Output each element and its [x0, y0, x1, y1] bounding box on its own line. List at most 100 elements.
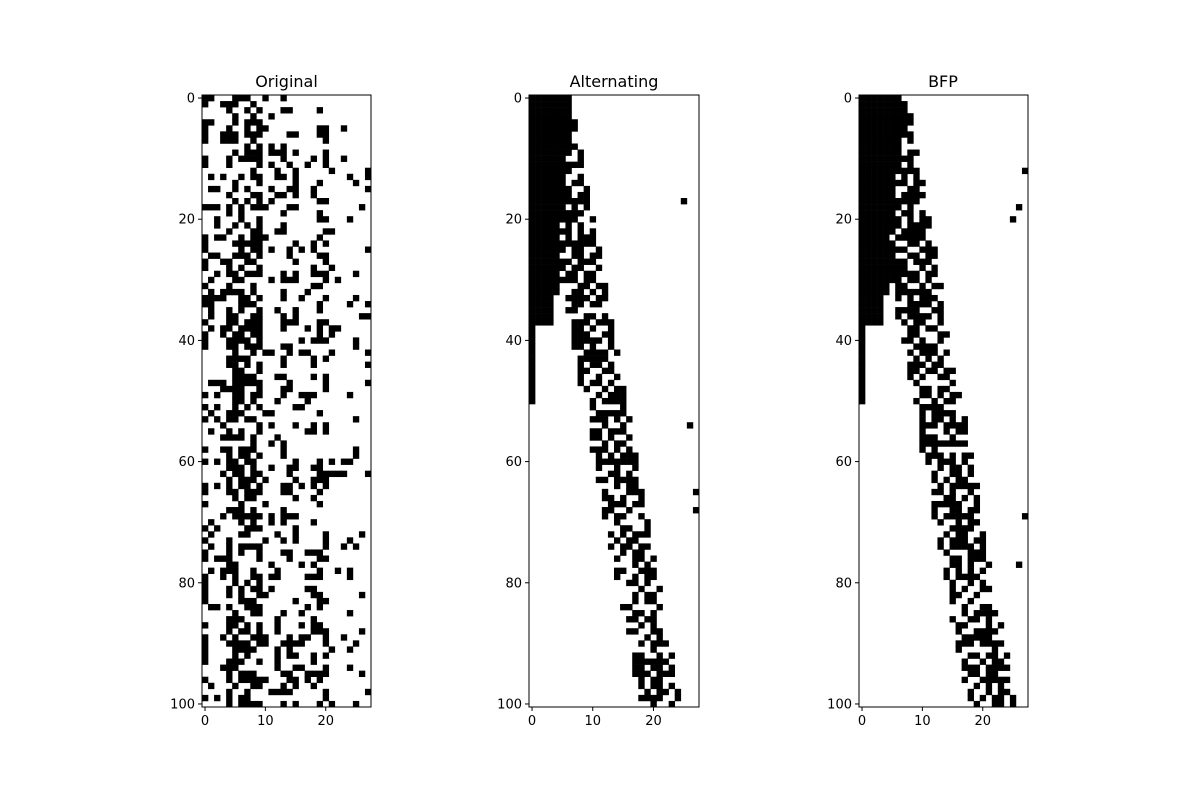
heatmap-cell — [274, 373, 281, 381]
heatmap-cell — [553, 204, 560, 211]
heatmap-cell — [274, 228, 281, 235]
heatmap-cell — [232, 458, 239, 465]
heatmap-cell — [304, 161, 311, 169]
heatmap-cell — [322, 161, 330, 169]
heatmap-cell — [919, 349, 926, 356]
heatmap-cell — [226, 385, 233, 393]
heatmap-cell — [644, 543, 651, 550]
heatmap-cell — [256, 391, 263, 399]
heatmap-cell — [961, 543, 968, 550]
heatmap-cell — [232, 397, 239, 405]
heatmap-cell — [937, 355, 944, 362]
heatmap-cell — [250, 137, 257, 144]
heatmap-cell — [298, 391, 305, 399]
heatmap-cell — [925, 313, 932, 320]
heatmap-cell — [907, 131, 914, 138]
heatmap-cell — [232, 470, 239, 478]
heatmap-cell — [614, 416, 621, 423]
heatmap-cell — [322, 664, 330, 671]
heatmap-cell — [220, 325, 227, 332]
heatmap-cell — [907, 331, 914, 338]
heatmap-cell — [871, 307, 878, 314]
heatmap-cell — [931, 440, 938, 447]
heatmap-cell — [298, 561, 305, 568]
heatmap-cell — [256, 125, 263, 132]
heatmap-cell — [949, 440, 956, 447]
heatmap-cell — [559, 258, 566, 265]
heatmap-cell — [304, 603, 311, 611]
heatmap-cell — [310, 482, 317, 490]
heatmap-cell — [859, 119, 866, 126]
heatmap-cell — [268, 149, 275, 156]
heatmap-cell — [919, 264, 926, 272]
heatmap-cell — [547, 282, 554, 290]
heatmap-cell — [871, 282, 878, 290]
heatmap-cell — [931, 325, 938, 332]
heatmap-cell — [871, 246, 878, 253]
heatmap-cell — [250, 397, 257, 405]
heatmap-cell — [632, 464, 639, 471]
heatmap-cell — [919, 446, 926, 453]
heatmap-cell — [340, 458, 348, 465]
heatmap-cell — [220, 470, 227, 478]
heatmap-cell — [571, 216, 578, 223]
heatmap-cell — [871, 131, 878, 138]
heatmap-cell — [595, 282, 603, 290]
heatmap-cell — [280, 294, 287, 302]
heatmap-cell — [553, 222, 560, 229]
heatmap-cell — [883, 246, 890, 253]
heatmap-cell — [937, 391, 944, 399]
heatmap-cell — [226, 622, 233, 629]
heatmap-cell — [220, 664, 227, 671]
heatmap-cell — [208, 95, 215, 102]
heatmap-cell — [547, 125, 554, 132]
heatmap-cell — [553, 191, 560, 199]
heatmap-cell — [250, 373, 257, 381]
heatmap-cell — [220, 422, 227, 429]
heatmap-cell — [668, 700, 676, 708]
heatmap-cell — [208, 379, 215, 387]
heatmap-cell — [907, 307, 914, 314]
heatmap-cell — [865, 240, 872, 247]
heatmap-cell — [541, 270, 548, 278]
heatmap-cell — [901, 119, 908, 126]
heatmap-cell — [614, 373, 621, 381]
heatmap-cell — [889, 137, 896, 144]
heatmap-cell — [535, 185, 542, 193]
heatmap-cell — [304, 349, 311, 356]
heatmap-cell — [256, 173, 263, 181]
heatmap-cell — [262, 640, 269, 647]
heatmap-cell — [244, 319, 251, 326]
heatmap-cell — [238, 500, 245, 508]
heatmap-cell — [571, 307, 578, 314]
heatmap-cell — [529, 167, 536, 175]
heatmap-cell — [650, 682, 657, 690]
heatmap-cell — [895, 198, 902, 205]
heatmap-cell — [931, 246, 938, 253]
heatmap-cell — [250, 379, 257, 387]
heatmap-cell — [949, 579, 956, 587]
heatmap-cell — [244, 355, 251, 362]
heatmap-cell — [859, 167, 866, 175]
heatmap-cell — [638, 682, 645, 690]
heatmap-cell — [961, 585, 968, 593]
heatmap-cell — [226, 416, 233, 423]
heatmap-cell — [256, 240, 263, 247]
heatmap-cell — [208, 682, 215, 690]
heatmap-cell — [328, 470, 336, 478]
heatmap-cell — [292, 276, 299, 284]
heatmap-cell — [949, 494, 956, 502]
heatmap-cell — [244, 361, 251, 368]
heatmap-cell — [877, 222, 884, 229]
heatmap-cell — [620, 494, 627, 502]
heatmap-cell — [877, 210, 884, 217]
heatmap-cell — [937, 500, 944, 508]
heatmap-cell — [638, 549, 645, 556]
heatmap-cell — [871, 204, 878, 211]
heatmap-cell — [256, 404, 263, 411]
heatmap-cell — [614, 446, 621, 453]
heatmap-cell — [638, 694, 645, 702]
heatmap-cell — [961, 458, 968, 465]
heatmap-cell — [614, 440, 621, 447]
heatmap-cell — [937, 361, 944, 368]
